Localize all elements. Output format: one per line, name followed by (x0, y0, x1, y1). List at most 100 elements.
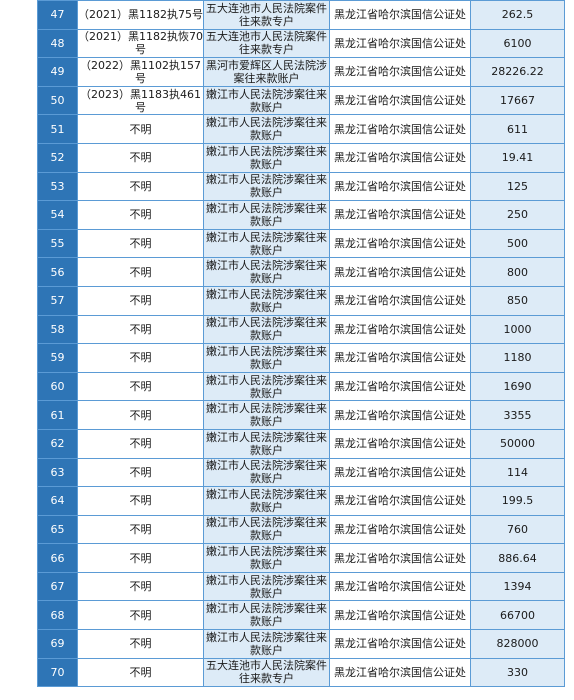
case-number-cell: 不明 (77, 514, 204, 545)
row-number: 62 (37, 428, 78, 459)
row-number: 61 (37, 400, 78, 430)
row-number: 54 (37, 200, 78, 230)
row-number: 50 (37, 85, 78, 116)
payee-cell: 黑龙江省哈尔滨国信公证处 (329, 228, 471, 259)
table-row: 62 不明 嫩江市人民法院涉案往来款账户 黑龙江省哈尔滨国信公证处 50000 (37, 428, 565, 459)
amount-cell: 850 (470, 285, 565, 316)
payee-cell: 黑龙江省哈尔滨国信公证处 (329, 0, 471, 30)
case-number-cell: 不明 (77, 314, 204, 345)
case-number-cell: 不明 (77, 200, 204, 230)
case-number-cell: （2023）黑1183执461号 (77, 85, 204, 116)
table-row: 60 不明 嫩江市人民法院涉案往来款账户 黑龙江省哈尔滨国信公证处 1690 (37, 371, 565, 402)
amount-cell: 828000 (470, 629, 565, 659)
court-account-cell: 嫩江市人民法院涉案往来款账户 (203, 314, 330, 345)
row-number: 65 (37, 514, 78, 545)
amount-cell: 199.5 (470, 486, 565, 516)
amount-cell: 114 (470, 457, 565, 488)
case-number-cell: 不明 (77, 400, 204, 430)
row-number: 51 (37, 114, 78, 144)
amount-cell: 1394 (470, 571, 565, 602)
amount-cell: 500 (470, 228, 565, 259)
table-row: 48 （2021）黑1182执恢70号 五大连池市人民法院案件往来款专户 黑龙江省哈尔… (37, 28, 565, 59)
payee-cell: 黑龙江省哈尔滨国信公证处 (329, 257, 471, 287)
row-number: 68 (37, 600, 78, 631)
case-number-cell: 不明 (77, 257, 204, 287)
payee-cell: 黑龙江省哈尔滨国信公证处 (329, 428, 471, 459)
amount-cell: 125 (470, 171, 565, 202)
case-number-cell: 不明 (77, 171, 204, 202)
case-number-cell: 不明 (77, 457, 204, 488)
court-account-cell: 五大连池市人民法院案件往来款专户 (203, 0, 330, 30)
payee-cell: 黑龙江省哈尔滨国信公证处 (329, 371, 471, 402)
row-number: 66 (37, 543, 78, 573)
case-number-cell: 不明 (77, 657, 204, 688)
row-number: 59 (37, 343, 78, 373)
table-row: 54 不明 嫩江市人民法院涉案往来款账户 黑龙江省哈尔滨国信公证处 250 (37, 200, 565, 230)
amount-cell: 19.41 (470, 142, 565, 173)
payee-cell: 黑龙江省哈尔滨国信公证处 (329, 571, 471, 602)
payee-cell: 黑龙江省哈尔滨国信公证处 (329, 57, 471, 87)
payee-cell: 黑龙江省哈尔滨国信公证处 (329, 114, 471, 144)
row-number: 53 (37, 171, 78, 202)
payee-cell: 黑龙江省哈尔滨国信公证处 (329, 314, 471, 345)
amount-cell: 611 (470, 114, 565, 144)
case-number-cell: 不明 (77, 371, 204, 402)
amount-cell: 50000 (470, 428, 565, 459)
case-number-cell: 不明 (77, 428, 204, 459)
case-number-cell: 不明 (77, 629, 204, 659)
row-number: 55 (37, 228, 78, 259)
table-row: 56 不明 嫩江市人民法院涉案往来款账户 黑龙江省哈尔滨国信公证处 800 (37, 257, 565, 287)
table-row: 59 不明 嫩江市人民法院涉案往来款账户 黑龙江省哈尔滨国信公证处 1180 (37, 343, 565, 373)
case-number-cell: 不明 (77, 343, 204, 373)
row-number: 69 (37, 629, 78, 659)
table-row: 64 不明 嫩江市人民法院涉案往来款账户 黑龙江省哈尔滨国信公证处 199.5 (37, 486, 565, 516)
court-account-cell: 嫩江市人民法院涉案往来款账户 (203, 543, 330, 573)
amount-cell: 1000 (470, 314, 565, 345)
payee-cell: 黑龙江省哈尔滨国信公证处 (329, 200, 471, 230)
court-account-cell: 嫩江市人民法院涉案往来款账户 (203, 228, 330, 259)
table-row: 70 不明 五大连池市人民法院案件往来款专户 黑龙江省哈尔滨国信公证处 330 (37, 657, 565, 688)
payee-cell: 黑龙江省哈尔滨国信公证处 (329, 400, 471, 430)
court-account-cell: 五大连池市人民法院案件往来款专户 (203, 28, 330, 59)
table-row: 51 不明 嫩江市人民法院涉案往来款账户 黑龙江省哈尔滨国信公证处 611 (37, 114, 565, 144)
payee-cell: 黑龙江省哈尔滨国信公证处 (329, 28, 471, 59)
row-number: 49 (37, 57, 78, 87)
table-row: 66 不明 嫩江市人民法院涉案往来款账户 黑龙江省哈尔滨国信公证处 886.64 (37, 543, 565, 573)
payee-cell: 黑龙江省哈尔滨国信公证处 (329, 142, 471, 173)
court-account-cell: 嫩江市人民法院涉案往来款账户 (203, 514, 330, 545)
amount-cell: 886.64 (470, 543, 565, 573)
payee-cell: 黑龙江省哈尔滨国信公证处 (329, 285, 471, 316)
transfer-table-container: 47 （2021）黑1182执75号 五大连池市人民法院案件往来款专户 黑龙江省哈尔滨… (37, 0, 565, 688)
amount-cell: 6100 (470, 28, 565, 59)
row-number: 60 (37, 371, 78, 402)
row-number: 67 (37, 571, 78, 602)
payee-cell: 黑龙江省哈尔滨国信公证处 (329, 486, 471, 516)
table-row: 61 不明 嫩江市人民法院涉案往来款账户 黑龙江省哈尔滨国信公证处 3355 (37, 400, 565, 430)
case-number-cell: 不明 (77, 114, 204, 144)
table-row: 67 不明 嫩江市人民法院涉案往来款账户 黑龙江省哈尔滨国信公证处 1394 (37, 571, 565, 602)
court-account-cell: 黑河市爱辉区人民法院涉案往来款账户 (203, 57, 330, 87)
payee-cell: 黑龙江省哈尔滨国信公证处 (329, 600, 471, 631)
payee-cell: 黑龙江省哈尔滨国信公证处 (329, 85, 471, 116)
table-row: 52 不明 嫩江市人民法院涉案往来款账户 黑龙江省哈尔滨国信公证处 19.41 (37, 142, 565, 173)
row-number: 70 (37, 657, 78, 688)
case-number-cell: （2021）黑1182执75号 (77, 0, 204, 30)
row-number: 57 (37, 285, 78, 316)
table-row: 69 不明 嫩江市人民法院涉案往来款账户 黑龙江省哈尔滨国信公证处 828000 (37, 629, 565, 659)
case-number-cell: 不明 (77, 285, 204, 316)
court-account-cell: 嫩江市人民法院涉案往来款账户 (203, 257, 330, 287)
row-number: 48 (37, 28, 78, 59)
table-row: 47 （2021）黑1182执75号 五大连池市人民法院案件往来款专户 黑龙江省哈尔滨… (37, 0, 565, 30)
table-row: 63 不明 嫩江市人民法院涉案往来款账户 黑龙江省哈尔滨国信公证处 114 (37, 457, 565, 488)
table-row: 57 不明 嫩江市人民法院涉案往来款账户 黑龙江省哈尔滨国信公证处 850 (37, 285, 565, 316)
amount-cell: 262.5 (470, 0, 565, 30)
case-number-cell: （2022）黑1102执157号 (77, 57, 204, 87)
court-account-cell: 嫩江市人民法院涉案往来款账户 (203, 428, 330, 459)
row-number: 58 (37, 314, 78, 345)
table-row: 50 （2023）黑1183执461号 嫩江市人民法院涉案往来款账户 黑龙江省哈尔滨国… (37, 85, 565, 116)
row-number: 47 (37, 0, 78, 30)
table-row: 68 不明 嫩江市人民法院涉案往来款账户 黑龙江省哈尔滨国信公证处 66700 (37, 600, 565, 631)
amount-cell: 17667 (470, 85, 565, 116)
case-number-cell: 不明 (77, 142, 204, 173)
amount-cell: 1180 (470, 343, 565, 373)
